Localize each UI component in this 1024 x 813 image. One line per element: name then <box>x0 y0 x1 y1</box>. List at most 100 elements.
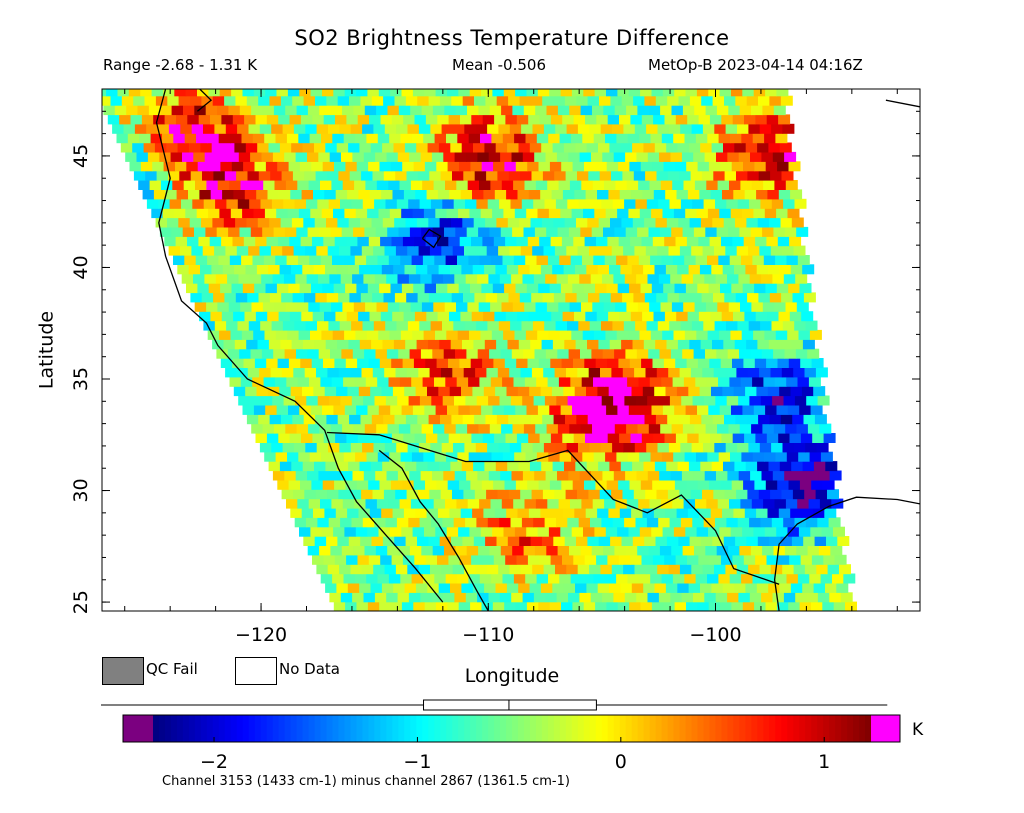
heatmap-cell <box>323 114 336 125</box>
heatmap-cell <box>704 151 717 162</box>
heatmap-cell <box>348 217 361 228</box>
heatmap-cell <box>645 245 658 256</box>
heatmap-cell <box>314 461 326 472</box>
heatmap-cell <box>614 348 627 359</box>
heatmap-cell <box>784 348 797 359</box>
heatmap-cell <box>769 414 782 425</box>
heatmap-cell <box>680 442 693 453</box>
heatmap-cell <box>747 170 760 181</box>
heatmap-cell <box>781 170 794 181</box>
heatmap-cell <box>410 301 423 312</box>
heatmap-cell <box>670 470 683 481</box>
colorbar-segment <box>242 715 250 742</box>
heatmap-cell <box>657 564 670 575</box>
heatmap-cell <box>677 142 690 153</box>
heatmap-cell <box>191 123 204 134</box>
heatmap-cell <box>789 433 802 443</box>
heatmap-cell <box>548 451 561 462</box>
heatmap-cell <box>632 217 645 228</box>
heatmap-cell <box>569 423 582 434</box>
heatmap-cell <box>447 161 460 172</box>
heatmap-cell <box>720 161 733 172</box>
heatmap-cell <box>517 507 530 518</box>
heatmap-cell <box>427 582 440 593</box>
heatmap-cell <box>260 395 273 406</box>
heatmap-cell <box>440 414 452 425</box>
heatmap-cell <box>588 367 601 378</box>
heatmap-cell <box>265 89 278 97</box>
heatmap-cell <box>541 461 554 472</box>
heatmap-cell <box>462 339 474 350</box>
heatmap-cell <box>587 217 600 228</box>
heatmap-cell <box>470 601 483 611</box>
heatmap-cell <box>478 226 491 237</box>
heatmap-cell <box>296 348 308 359</box>
heatmap-cell <box>682 348 695 359</box>
colorbar-segment <box>200 715 208 742</box>
heatmap-cell <box>751 105 763 116</box>
heatmap-cell <box>414 554 427 565</box>
heatmap-cell <box>495 386 508 397</box>
heatmap-cell <box>658 395 671 406</box>
heatmap-cell <box>661 376 674 387</box>
heatmap-cell <box>529 461 542 472</box>
heatmap-cell <box>384 245 397 256</box>
heatmap-cell <box>120 142 133 153</box>
heatmap-cell <box>264 133 277 144</box>
heatmap-cell <box>405 536 418 546</box>
heatmap-cell <box>748 564 761 575</box>
heatmap-cell <box>498 442 511 453</box>
heatmap-cell <box>252 255 265 265</box>
heatmap-cell <box>548 526 561 537</box>
heatmap-cell <box>658 592 671 603</box>
heatmap-cell <box>351 198 364 209</box>
heatmap-cell <box>369 114 382 125</box>
heatmap-cell <box>430 198 443 209</box>
heatmap-cell <box>232 236 245 247</box>
heatmap-cell <box>747 489 760 500</box>
heatmap-cell <box>259 245 272 256</box>
heatmap-cell <box>149 180 162 190</box>
colorbar-segment <box>805 715 812 742</box>
heatmap-cell <box>388 498 401 509</box>
heatmap-cell <box>368 554 381 565</box>
heatmap-cell <box>564 461 576 472</box>
heatmap-cell <box>709 479 721 490</box>
heatmap-cell <box>663 479 676 490</box>
heatmap-cell <box>662 208 675 219</box>
heatmap-cell <box>359 264 372 275</box>
heatmap-cell <box>652 358 665 368</box>
heatmap-cell <box>774 498 787 509</box>
heatmap-cell <box>350 367 363 378</box>
heatmap-cell <box>526 526 539 537</box>
heatmap-cell <box>412 526 425 537</box>
heatmap-cell <box>431 395 444 406</box>
heatmap-cell <box>334 554 347 565</box>
heatmap-cell <box>452 564 465 575</box>
heatmap-cell <box>619 311 632 322</box>
coastline-segment <box>155 89 444 603</box>
heatmap-cell <box>598 536 611 546</box>
coastline-segment <box>378 449 489 611</box>
heatmap-cell <box>561 601 573 611</box>
heatmap-cell <box>440 489 453 500</box>
heatmap-cell <box>623 564 636 575</box>
heatmap-cell <box>323 358 335 368</box>
heatmap-cell <box>407 320 420 331</box>
heatmap-cell <box>294 517 307 528</box>
heatmap-cell <box>611 170 623 181</box>
heatmap-cell <box>288 358 301 368</box>
heatmap-cell <box>685 89 698 97</box>
heatmap-cell <box>455 348 467 359</box>
heatmap-cell <box>627 451 640 462</box>
heatmap-cell <box>626 180 639 190</box>
heatmap-cell <box>597 386 610 397</box>
heatmap-cell <box>205 105 218 116</box>
heatmap-cell <box>264 451 277 462</box>
heatmap-cell <box>739 545 752 556</box>
heatmap-cell <box>754 601 767 611</box>
heatmap-cell <box>594 89 607 97</box>
heatmap-cell <box>760 517 773 528</box>
heatmap-cell <box>792 292 805 303</box>
heatmap-cell <box>603 226 615 237</box>
